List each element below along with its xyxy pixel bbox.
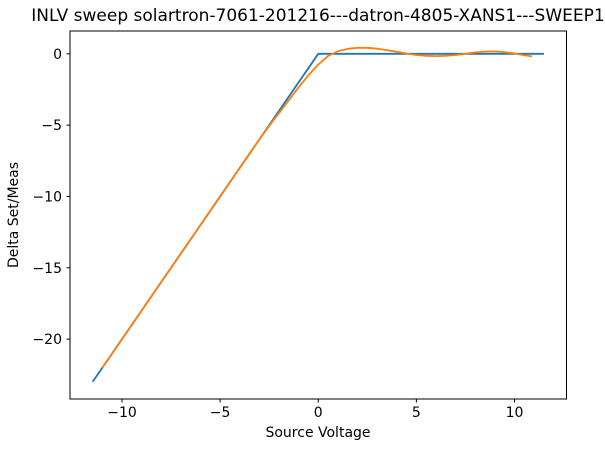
y-tick-label: 0: [53, 47, 62, 63]
x-tick-label: 5: [412, 405, 421, 421]
axes-spines: [69, 30, 567, 400]
series-line-fit-curve: [101, 46, 533, 369]
y-tick-label: −20: [32, 332, 62, 348]
series-line-delta-set-meas: [91, 52, 544, 383]
y-axis-label: Delta Set/Meas: [6, 162, 22, 268]
x-tick-label: −10: [107, 405, 137, 421]
y-tick-label: −15: [32, 261, 62, 277]
x-tick-label: 10: [506, 405, 524, 421]
y-tick-label: −10: [32, 189, 62, 205]
x-tick-label: 0: [314, 405, 323, 421]
plot-area: −10 −5 0 5 10 0 −5 −10 −15 −20: [32, 30, 567, 421]
x-axis-label: Source Voltage: [265, 425, 370, 441]
y-tick-label: −5: [41, 118, 62, 134]
chart-title: INLV sweep solartron-7061-201216---datro…: [31, 6, 604, 26]
x-tick-label: −5: [210, 405, 231, 421]
